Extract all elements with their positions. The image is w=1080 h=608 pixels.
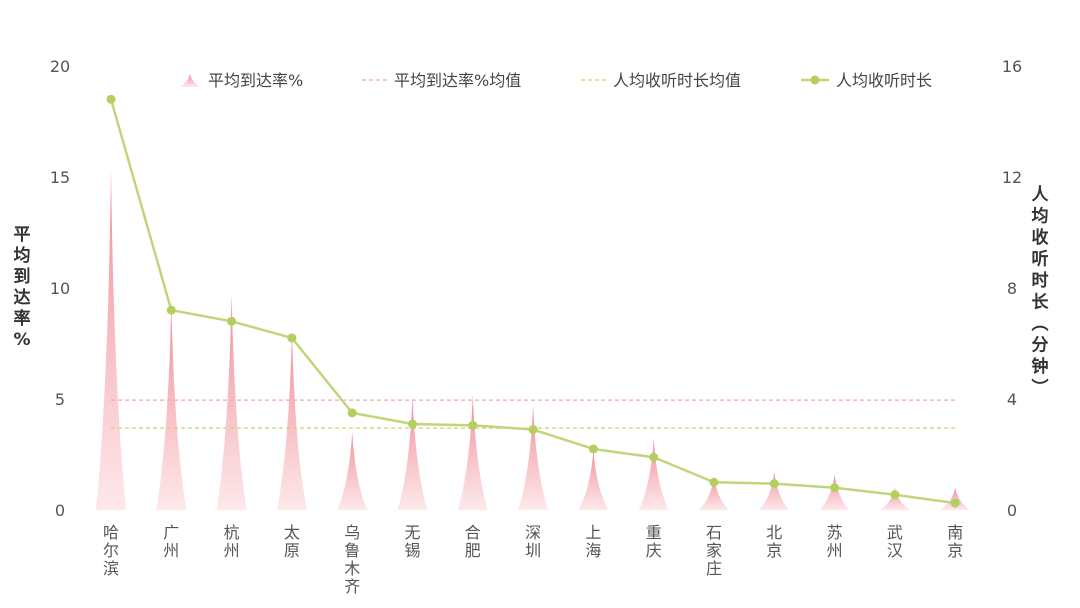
spike-bar-10	[699, 476, 729, 510]
legend-spike-icon	[180, 74, 200, 87]
left-tick-label: 0	[55, 501, 65, 520]
legend-marker-icon	[810, 75, 820, 85]
category-label-6: 合肥	[465, 523, 481, 560]
category-label-11: 北京	[766, 523, 782, 560]
spike-bar-5	[397, 396, 428, 510]
category-label-4: 乌鲁木齐	[344, 523, 360, 596]
spike-bar-0	[96, 170, 126, 510]
category-label-0: 哈尔滨	[103, 523, 119, 578]
spike-bar-9	[638, 438, 669, 510]
duration-point-12	[830, 483, 840, 493]
right-axis-title: 人均收听时长︵分钟︶	[1032, 185, 1050, 399]
duration-point-2	[227, 316, 237, 326]
duration-point-13	[890, 490, 900, 500]
category-label-2: 杭州	[224, 523, 240, 560]
left-tick-label: 10	[50, 279, 70, 298]
spike-bar-2	[216, 294, 247, 510]
duration-point-1	[166, 305, 176, 315]
legend-label-1: 平均到达率%均值	[394, 71, 521, 90]
right-tick-label: 12	[1002, 168, 1022, 187]
right-tick-label: 0	[1007, 501, 1017, 520]
category-label-5: 无锡	[404, 523, 420, 560]
legend-label-2: 人均收听时长均值	[613, 71, 741, 90]
category-label-12: 苏州	[827, 523, 843, 560]
category-label-13: 武汉	[887, 523, 903, 560]
duration-point-4	[347, 408, 357, 418]
spike-bar-8	[578, 450, 609, 510]
duration-point-0	[106, 94, 116, 104]
right-tick-label: 16	[1002, 57, 1022, 76]
x-axis-categories: 哈尔滨 广州 杭州 太原 乌鲁木齐 无锡 合肥 深圳 上海 重庆 石家庄 北京 苏州 武汉 南京	[103, 523, 963, 596]
left-tick-label: 20	[50, 57, 70, 76]
duration-point-10	[709, 477, 719, 487]
duration-point-7	[528, 425, 538, 435]
duration-point-8	[588, 444, 598, 454]
category-label-14: 南京	[947, 523, 963, 560]
category-label-10: 石家庄	[706, 523, 722, 578]
spike-bar-3	[276, 332, 307, 510]
category-label-9: 重庆	[646, 523, 662, 560]
spike-bar-6	[457, 394, 488, 510]
left-axis-title: 平均到达率%	[13, 225, 30, 350]
spike-bar-4	[337, 432, 368, 510]
spike-bar-7	[518, 405, 549, 510]
duration-point-6	[468, 420, 478, 430]
legend-label-3: 人均收听时长	[836, 71, 932, 90]
duration-line-series	[106, 94, 960, 508]
right-tick-label: 8	[1007, 279, 1017, 298]
category-label-7: 深圳	[525, 523, 541, 560]
left-axis: 0 5 10 15 20	[50, 57, 70, 520]
duration-point-3	[287, 333, 297, 343]
legend-label-0: 平均到达率%	[208, 71, 303, 90]
spike-bar-1	[156, 303, 187, 510]
category-label-1: 广州	[163, 523, 179, 560]
category-label-3: 太原	[284, 523, 300, 560]
right-tick-label: 4	[1007, 390, 1017, 409]
duration-point-9	[649, 452, 659, 462]
spike-bar-11	[759, 472, 790, 510]
duration-point-14	[950, 498, 960, 508]
category-label-8: 上海	[585, 523, 601, 560]
duration-point-11	[769, 479, 779, 489]
duration-point-5	[408, 419, 417, 429]
spike-series	[96, 170, 971, 510]
legend: 平均到达率% 平均到达率%均值 人均收听时长均值 人均收听时长	[180, 71, 932, 90]
axis-titles: 平均到达率% 人均收听时长︵分钟︶	[13, 185, 1049, 399]
right-axis: 0 4 8 12 16	[1002, 57, 1022, 520]
left-tick-label: 5	[55, 390, 65, 409]
left-tick-label: 15	[50, 168, 70, 187]
